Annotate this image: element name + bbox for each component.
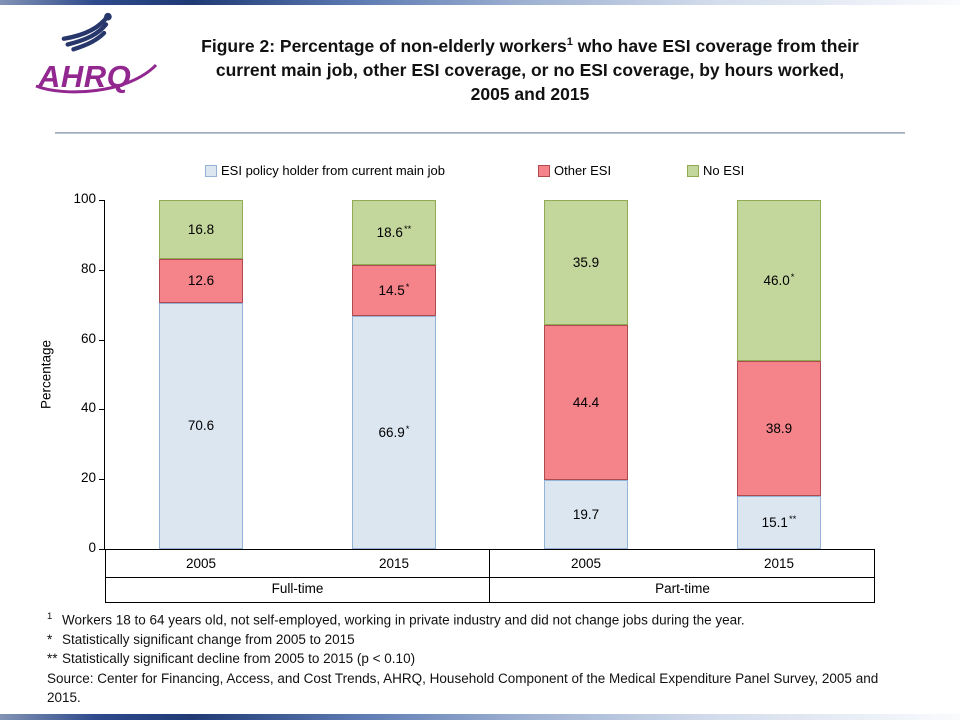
ahrq-wordmark: AHRQ bbox=[35, 59, 158, 94]
footnote-marker: 1 bbox=[47, 611, 53, 622]
data-label: 19.7 bbox=[572, 507, 600, 523]
significance-marker: ** bbox=[403, 223, 412, 235]
y-tick-label: 80 bbox=[80, 261, 96, 276]
ahrq-logo: AHRQ bbox=[34, 8, 164, 104]
x-group-label: Full-time bbox=[271, 581, 324, 596]
y-tick bbox=[99, 270, 104, 271]
bar-full-time-2005-no-esi: 16.8 bbox=[159, 200, 243, 259]
significance-marker: * bbox=[790, 271, 795, 283]
bar-part-time-2005-other-esi: 44.4 bbox=[544, 325, 628, 481]
legend-swatch bbox=[205, 164, 217, 177]
axis-bottom-line bbox=[105, 602, 875, 603]
bar-part-time-2005-no-esi: 35.9 bbox=[544, 200, 628, 326]
legend-label: ESI policy holder from current main job bbox=[221, 163, 445, 178]
data-label: 44.4 bbox=[572, 395, 600, 411]
axis-tier-line bbox=[105, 577, 875, 578]
y-tick-label: 0 bbox=[88, 540, 96, 555]
bar-part-time-2015-no-esi: 46.0* bbox=[737, 200, 821, 361]
y-tick bbox=[99, 200, 104, 201]
top-gradient-strip bbox=[0, 0, 960, 5]
hhs-eagle-icon bbox=[61, 12, 112, 52]
title-line-3: 2005 and 2015 bbox=[470, 83, 590, 104]
y-axis-title: Percentage bbox=[38, 339, 54, 410]
title-line-1: Figure 2: Percentage of non-elderly work… bbox=[201, 35, 859, 56]
x-category-label: 2005 bbox=[185, 556, 217, 571]
footnote-line: * Statistically significant change from 2… bbox=[47, 630, 879, 649]
y-tick-label: 40 bbox=[80, 400, 96, 415]
bar-full-time-2015-no-esi: 18.6** bbox=[352, 200, 436, 265]
data-label: 70.6 bbox=[187, 418, 215, 434]
legend-label: No ESI bbox=[703, 163, 745, 178]
footnote-line: Source: Center for Financing, Access, an… bbox=[47, 669, 879, 708]
bar-full-time-2015-other-esi: 14.5* bbox=[352, 264, 436, 316]
legend-swatch bbox=[538, 164, 550, 177]
y-tick-label: 100 bbox=[73, 191, 96, 206]
footnote-text: Statistically significant decline from 2… bbox=[62, 651, 416, 667]
bottom-gradient-strip bbox=[0, 714, 960, 720]
title-divider bbox=[55, 132, 905, 134]
data-label: 16.8 bbox=[187, 221, 215, 237]
y-tick bbox=[99, 549, 104, 550]
legend-swatch bbox=[687, 164, 699, 177]
y-tick-label: 20 bbox=[80, 470, 96, 485]
title-line-2: current main job, other ESI coverage, or… bbox=[215, 59, 845, 80]
footnotes: 1 Workers 18 to 64 years old, not self-em… bbox=[47, 607, 879, 708]
legend-label: Other ESI bbox=[554, 163, 612, 178]
data-label: 18.6** bbox=[376, 223, 412, 240]
significance-marker: * bbox=[405, 423, 410, 435]
x-category-label: 2005 bbox=[570, 556, 602, 571]
x-axis-line bbox=[105, 549, 875, 550]
y-tick-label: 60 bbox=[80, 331, 96, 346]
y-axis-line bbox=[104, 200, 105, 550]
data-label: 12.6 bbox=[187, 273, 215, 289]
y-tick bbox=[99, 409, 104, 410]
x-group-label: Part-time bbox=[655, 581, 710, 596]
chart-legend: ESI policy holder from current main job O… bbox=[105, 163, 875, 181]
x-category-label: 2015 bbox=[378, 556, 410, 571]
significance-marker: * bbox=[405, 281, 410, 293]
footnote-marker: ** bbox=[47, 651, 58, 667]
footnote-line: ** Statistically significant decline from… bbox=[47, 649, 879, 668]
bar-part-time-2015-other-esi: 38.9 bbox=[737, 360, 821, 497]
figure-title: Figure 2: Percentage of non-elderly work… bbox=[150, 30, 910, 106]
axis-group-separator bbox=[489, 549, 490, 603]
data-label: 46.0* bbox=[763, 271, 795, 288]
bar-full-time-2005-esi-policy-holder-from-current-main-job: 70.6 bbox=[159, 302, 243, 549]
axis-group-separator bbox=[874, 549, 875, 603]
footnote-text: Statistically significant change from 20… bbox=[62, 631, 355, 647]
axis-group-separator bbox=[105, 549, 106, 603]
data-label: 38.9 bbox=[765, 420, 793, 436]
footnote-text: Workers 18 to 64 years old, not self-emp… bbox=[62, 612, 745, 628]
footnote-marker: * bbox=[47, 631, 53, 647]
footnote-text: Source: Center for Financing, Access, an… bbox=[47, 670, 879, 706]
data-label: 15.1** bbox=[761, 514, 797, 531]
significance-marker: ** bbox=[788, 514, 797, 526]
bar-full-time-2005-other-esi: 12.6 bbox=[159, 258, 243, 303]
bar-part-time-2015-esi-policy-holder-from-current-main-job: 15.1** bbox=[737, 496, 821, 549]
footnote-line: 1 Workers 18 to 64 years old, not self-em… bbox=[47, 607, 879, 630]
title-superscript: 1 bbox=[566, 36, 573, 48]
legend-item-no-esi: No ESI bbox=[687, 163, 744, 178]
y-tick bbox=[99, 340, 104, 341]
y-tick bbox=[99, 479, 104, 480]
bar-full-time-2015-esi-policy-holder-from-current-main-job: 66.9* bbox=[352, 315, 436, 549]
x-category-label: 2015 bbox=[763, 556, 795, 571]
data-label: 35.9 bbox=[572, 255, 600, 271]
data-label: 14.5* bbox=[378, 281, 410, 298]
legend-item-esi-policy-holder-from-current-main-job: ESI policy holder from current main job bbox=[205, 163, 445, 178]
data-label: 66.9* bbox=[378, 423, 410, 440]
legend-item-other-esi: Other ESI bbox=[538, 163, 611, 178]
bar-part-time-2005-esi-policy-holder-from-current-main-job: 19.7 bbox=[544, 480, 628, 549]
